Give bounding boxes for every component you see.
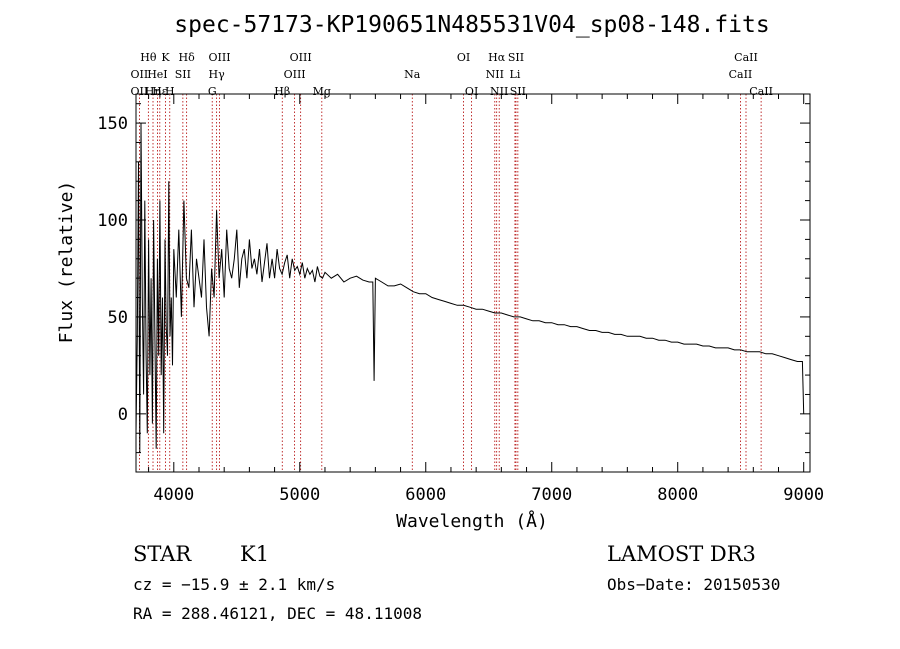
spectral-line-label: OIII [284, 68, 306, 81]
x-axis-label: Wavelength (Å) [396, 510, 548, 532]
spectral-line-label: OIII [290, 51, 312, 64]
spectral-line-label: Hη [145, 85, 161, 98]
spectral-line-label: Hθ [140, 51, 157, 64]
y-tick-label: 0 [118, 405, 128, 425]
spectral-line-label: OIII [208, 51, 230, 64]
x-tick-label: 7000 [531, 485, 572, 505]
redshift-cz: cz = −15.9 ± 2.1 km/s [133, 575, 335, 594]
y-tick-label: 150 [97, 114, 128, 134]
spectral-line-label: CaII [729, 68, 753, 81]
spectral-line-label: Hδ [179, 51, 196, 64]
survey-name: LAMOST DR3 [607, 542, 756, 566]
spectral-line-label: Mg [313, 85, 331, 98]
spectral-line-label: CaII [749, 85, 773, 98]
line-markers: Hθ OII OII Hε HeI K Hη H Hδ SII OIII Hγ G Hβ OIII OIII M… [131, 51, 773, 472]
x-axis-ticks: 4000 5000 6000 7000 8000 9000 [148, 94, 824, 505]
flux-series-line [135, 123, 805, 453]
y-tick-label: 50 [108, 308, 128, 328]
spectral-line-label: Li [510, 68, 521, 81]
spectral-line-label: Hα [488, 51, 506, 64]
spectral-line-label: OI [457, 51, 470, 64]
x-tick-label: 8000 [657, 485, 698, 505]
object-subclass: K1 [240, 542, 269, 566]
spectral-line-label: SII [508, 51, 524, 64]
object-class: STAR [133, 542, 192, 566]
spectral-line-label: Na [404, 68, 421, 81]
spectral-line-label: NII [490, 85, 508, 98]
spectral-line-label: SII [510, 85, 526, 98]
spectral-line-label: OI [465, 85, 478, 98]
x-tick-label: 5000 [279, 485, 320, 505]
spectral-line-label: CaII [734, 51, 758, 64]
spectral-line-label: HeI [147, 68, 167, 81]
spectral-line-label: G [208, 85, 217, 98]
y-axis-label: Flux (relative) [56, 181, 77, 344]
spectral-line-label: Hβ [274, 85, 290, 98]
spectral-line-label: NII [486, 68, 504, 81]
spectral-line-label: Hγ [209, 68, 226, 81]
chart-title: spec-57173-KP190651N485531V04_sp08-148.f… [174, 12, 769, 38]
x-tick-label: 4000 [153, 485, 194, 505]
spectral-line-label: Hε [152, 85, 168, 98]
ra-dec-coordinates: RA = 288.46121, DEC = 48.11008 [133, 604, 422, 623]
x-tick-label: 9000 [783, 485, 824, 505]
y-axis-ticks: 0 50 100 150 [97, 103, 810, 454]
spectral-line-label: K [161, 51, 170, 64]
spectral-line-label: OII [131, 85, 149, 98]
observation-date: Obs−Date: 20150530 [607, 575, 780, 594]
x-tick-label: 6000 [405, 485, 446, 505]
spectral-line-label: H [165, 85, 175, 98]
y-tick-label: 100 [97, 211, 128, 231]
plot-frame [135, 93, 811, 473]
spectral-line-label: OII [131, 68, 149, 81]
spectral-line-label: SII [175, 68, 191, 81]
